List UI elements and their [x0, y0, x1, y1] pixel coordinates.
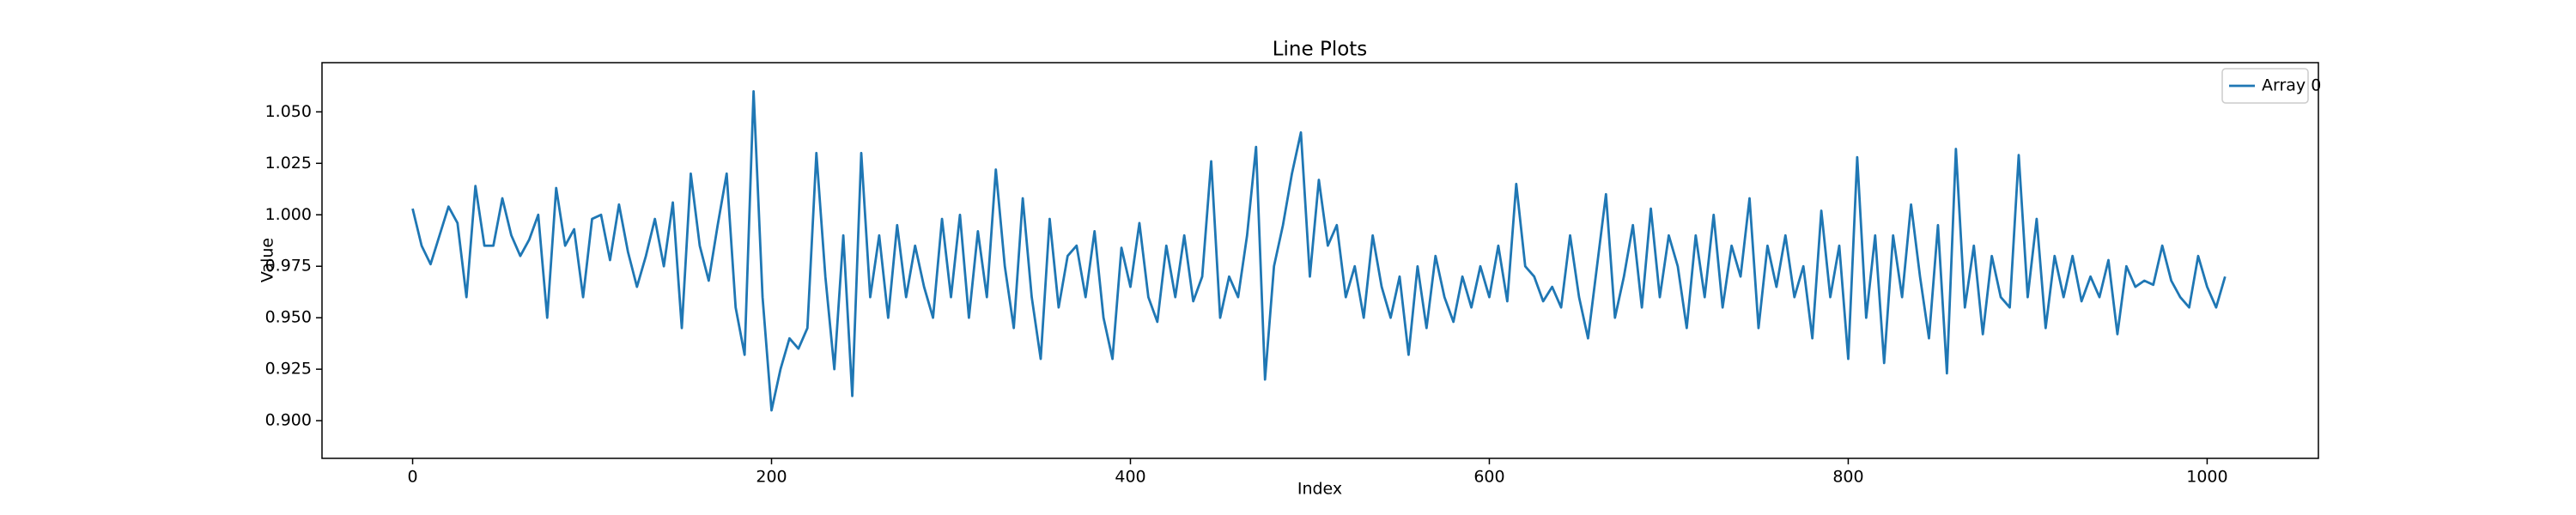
y-tick-label: 0.950	[265, 308, 312, 327]
y-tick-label: 0.900	[265, 411, 312, 430]
y-tick-label: 1.025	[265, 154, 312, 173]
plot-frame	[321, 62, 2319, 459]
x-tick-label: 600	[1473, 468, 1504, 487]
legend-label: Array 0	[2262, 76, 2321, 95]
data-line	[411, 89, 2227, 412]
x-tick-label: 1000	[2186, 468, 2227, 487]
x-tick-label: 800	[1832, 468, 1863, 487]
legend-box	[2221, 68, 2309, 104]
y-tick-label: 1.050	[265, 102, 312, 121]
chart-title: Line Plots	[1273, 39, 1368, 61]
y-tick-label: 1.000	[265, 205, 312, 224]
x-tick-label: 0	[407, 468, 417, 487]
y-axis-label: Value	[258, 238, 277, 282]
x-axis-label: Index	[1297, 480, 1342, 499]
x-tick-label: 400	[1115, 468, 1145, 487]
y-tick-label: 0.975	[265, 257, 312, 276]
x-tick-label: 200	[756, 468, 787, 487]
y-tick-label: 0.925	[265, 360, 312, 379]
